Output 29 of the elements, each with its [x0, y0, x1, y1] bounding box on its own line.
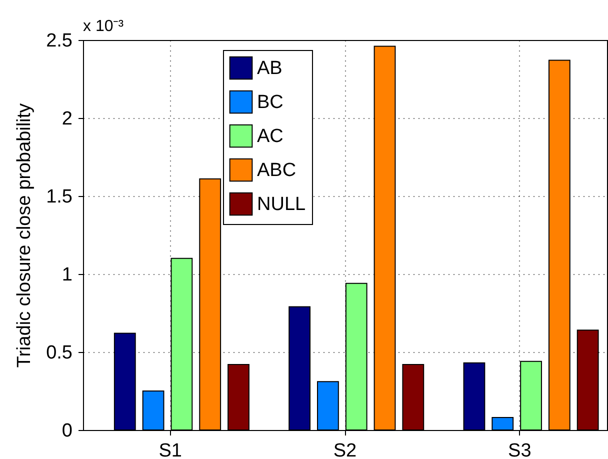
y-tick-label: 2.5	[46, 30, 72, 52]
text: x 10⁻³	[83, 18, 124, 35]
x-tick-label: S1	[158, 440, 182, 459]
bar	[520, 360, 542, 430]
bar	[142, 390, 164, 430]
bar	[374, 46, 396, 430]
bar	[492, 417, 514, 430]
bar	[199, 178, 222, 430]
x-tick-label: S3	[508, 440, 532, 459]
y-axis-title: Triadic closure close probability	[14, 102, 36, 368]
bar	[576, 330, 599, 430]
bar	[463, 362, 486, 430]
legend-label: NULL	[257, 194, 306, 215]
bar	[402, 364, 424, 430]
legend-label: ABC	[257, 160, 296, 181]
bar	[228, 364, 250, 430]
legend-label: BC	[257, 92, 284, 113]
legend-label: AB	[257, 58, 282, 79]
y-tick-label: 0.5	[46, 342, 72, 364]
bar	[288, 306, 311, 430]
y-tick-label: 1	[62, 264, 72, 286]
y-tick-label: 1.5	[46, 186, 72, 208]
bar	[317, 381, 339, 430]
y-tick-label: 0	[62, 420, 72, 442]
x-tick-label: S2	[333, 440, 357, 459]
bar	[548, 60, 570, 430]
bar	[114, 332, 136, 430]
y-tick-label: 2	[62, 108, 72, 130]
legend-label: AC	[257, 126, 284, 147]
